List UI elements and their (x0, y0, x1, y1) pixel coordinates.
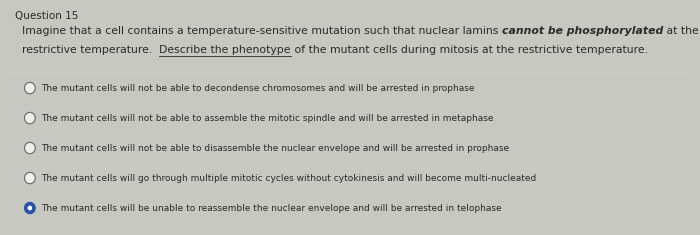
Circle shape (25, 142, 35, 154)
Circle shape (25, 202, 35, 214)
Text: Describe the phenotype: Describe the phenotype (160, 45, 290, 55)
Circle shape (25, 82, 35, 94)
Text: The mutant cells will be unable to reassemble the nuclear envelope and will be a: The mutant cells will be unable to reass… (41, 204, 501, 212)
Text: The mutant cells will not be able to decondense chromosomes and will be arrested: The mutant cells will not be able to dec… (41, 84, 474, 93)
Text: cannot be phosphorylated: cannot be phosphorylated (502, 26, 663, 36)
Text: The mutant cells will not be able to assemble the mitotic spindle and will be ar: The mutant cells will not be able to ass… (41, 114, 493, 123)
Text: at the: at the (663, 26, 699, 36)
Text: Imagine that a cell contains a temperature-sensitive mutation such that nuclear : Imagine that a cell contains a temperatu… (22, 26, 502, 36)
Circle shape (25, 172, 35, 184)
Circle shape (27, 206, 32, 210)
Circle shape (25, 112, 35, 124)
Text: restrictive temperature.: restrictive temperature. (22, 45, 160, 55)
Text: Question 15: Question 15 (15, 11, 79, 21)
Text: The mutant cells will not be able to disassemble the nuclear envelope and will b: The mutant cells will not be able to dis… (41, 144, 509, 153)
Text: of the mutant cells during mitosis at the restrictive temperature.: of the mutant cells during mitosis at th… (290, 45, 648, 55)
Text: The mutant cells will go through multiple mitotic cycles without cytokinesis and: The mutant cells will go through multipl… (41, 173, 536, 183)
